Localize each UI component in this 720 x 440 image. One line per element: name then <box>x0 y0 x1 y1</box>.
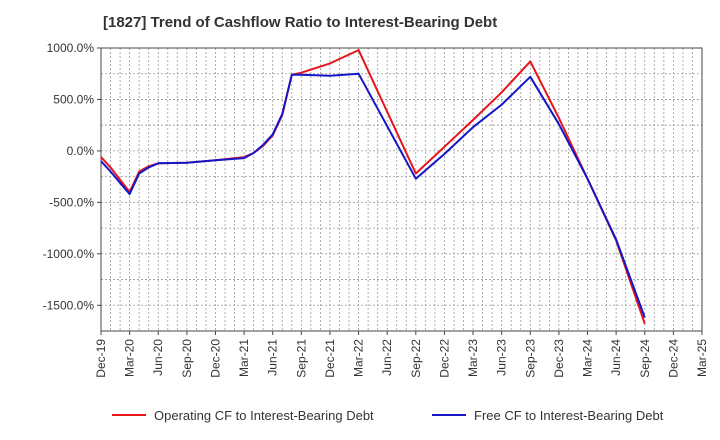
x-tick-label: Sep-22 <box>409 339 423 378</box>
legend-label-free-cf: Free CF to Interest-Bearing Debt <box>474 407 664 423</box>
x-tick-label: Jun-24 <box>609 339 623 376</box>
axes <box>97 47 703 335</box>
y-tick-label: 0.0% <box>67 144 95 158</box>
tick-labels: 1000.0% 500.0% 0.0% -500.0% -1000.0% -1500.0%… <box>43 41 709 378</box>
x-tick-label: Dec-21 <box>323 339 337 378</box>
x-tick-label: Jun-20 <box>151 339 165 376</box>
x-tick-label: Mar-24 <box>581 339 595 377</box>
x-tick-label: Dec-24 <box>666 339 680 378</box>
y-tick-label: -1000.0% <box>43 247 95 261</box>
series <box>100 49 646 325</box>
x-tick-label: Dec-20 <box>208 339 222 378</box>
series-line-free-cf <box>100 72 646 318</box>
chart-title: [1827] Trend of Cashflow Ratio to Intere… <box>103 14 498 31</box>
x-tick-label: Sep-21 <box>294 339 308 378</box>
plot-frame <box>100 47 703 332</box>
x-tick-label: Jun-22 <box>380 339 394 376</box>
x-tick-label: Jun-21 <box>266 339 280 376</box>
series-line-operating-cf <box>100 49 646 325</box>
legend-item-free-cf: Free CF to Interest-Bearing Debt <box>432 404 663 426</box>
x-tick-label: Mar-23 <box>466 339 480 377</box>
x-tick-label: Mar-25 <box>695 339 709 377</box>
x-tick-label: Jun-23 <box>495 339 509 376</box>
legend-label-operating-cf: Operating CF to Interest-Bearing Debt <box>154 407 374 423</box>
x-tick-label: Sep-20 <box>180 339 194 378</box>
x-tick-label: Dec-19 <box>94 339 108 378</box>
legend-swatch-free-cf <box>432 414 466 416</box>
legend: Operating CF to Interest-Bearing Debt Fr… <box>0 404 720 426</box>
y-tick-label: 500.0% <box>53 92 94 106</box>
y-tick-label: -500.0% <box>49 195 94 209</box>
x-tick-label: Mar-21 <box>237 339 251 377</box>
x-tick-label: Mar-22 <box>352 339 366 377</box>
y-tick-label: -1500.0% <box>43 298 95 312</box>
x-tick-label: Sep-23 <box>523 339 537 378</box>
legend-swatch-operating-cf <box>112 414 146 416</box>
legend-item-operating-cf: Operating CF to Interest-Bearing Debt <box>112 404 374 426</box>
x-tick-label: Dec-22 <box>437 339 451 378</box>
x-tick-label: Dec-23 <box>552 339 566 378</box>
y-tick-label: 1000.0% <box>47 41 95 55</box>
x-tick-label: Mar-20 <box>123 339 137 377</box>
x-tick-label: Sep-24 <box>638 339 652 378</box>
grid <box>100 47 703 332</box>
